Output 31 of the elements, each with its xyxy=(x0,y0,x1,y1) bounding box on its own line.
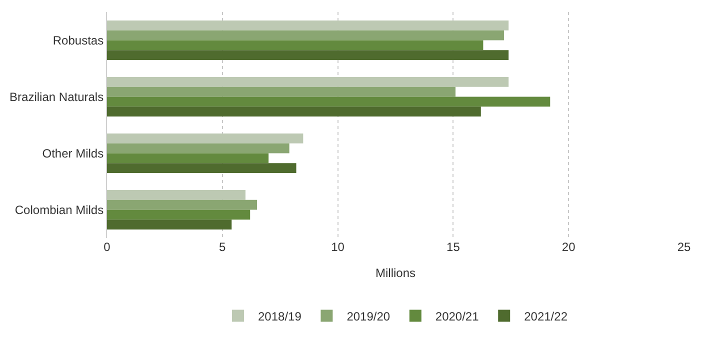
x-tick-label: 15 xyxy=(446,240,460,254)
bar xyxy=(107,143,290,154)
y-tick-label: Brazilian Naturals xyxy=(10,90,104,104)
bar xyxy=(107,163,296,174)
bar xyxy=(107,133,304,144)
x-tick-label: 5 xyxy=(219,240,226,254)
x-axis-title: Millions xyxy=(375,266,416,280)
legend-label: 2021/22 xyxy=(524,309,568,324)
bar xyxy=(107,86,456,97)
bar xyxy=(107,76,509,87)
bar xyxy=(107,106,481,117)
y-tick-label: Robustas xyxy=(52,33,104,48)
bar xyxy=(107,200,258,210)
x-tick-label: 10 xyxy=(331,240,345,254)
bar xyxy=(107,40,484,50)
x-tick-label: 25 xyxy=(677,240,691,254)
legend-label: 2020/21 xyxy=(435,309,480,324)
legend-label: 2019/20 xyxy=(346,309,390,324)
bar xyxy=(107,210,250,220)
bar xyxy=(107,20,509,30)
bar xyxy=(107,190,246,200)
x-tick-label: 20 xyxy=(562,240,576,254)
x-tick-label: 0 xyxy=(104,240,111,254)
bar xyxy=(107,220,232,230)
bar xyxy=(107,153,269,164)
bar xyxy=(107,96,550,107)
y-tick-label: Colombian Milds xyxy=(14,202,104,217)
y-tick-label: Other Milds xyxy=(42,146,104,160)
legend-label: 2018/19 xyxy=(258,309,302,324)
bar xyxy=(107,50,509,60)
bar xyxy=(107,30,504,40)
